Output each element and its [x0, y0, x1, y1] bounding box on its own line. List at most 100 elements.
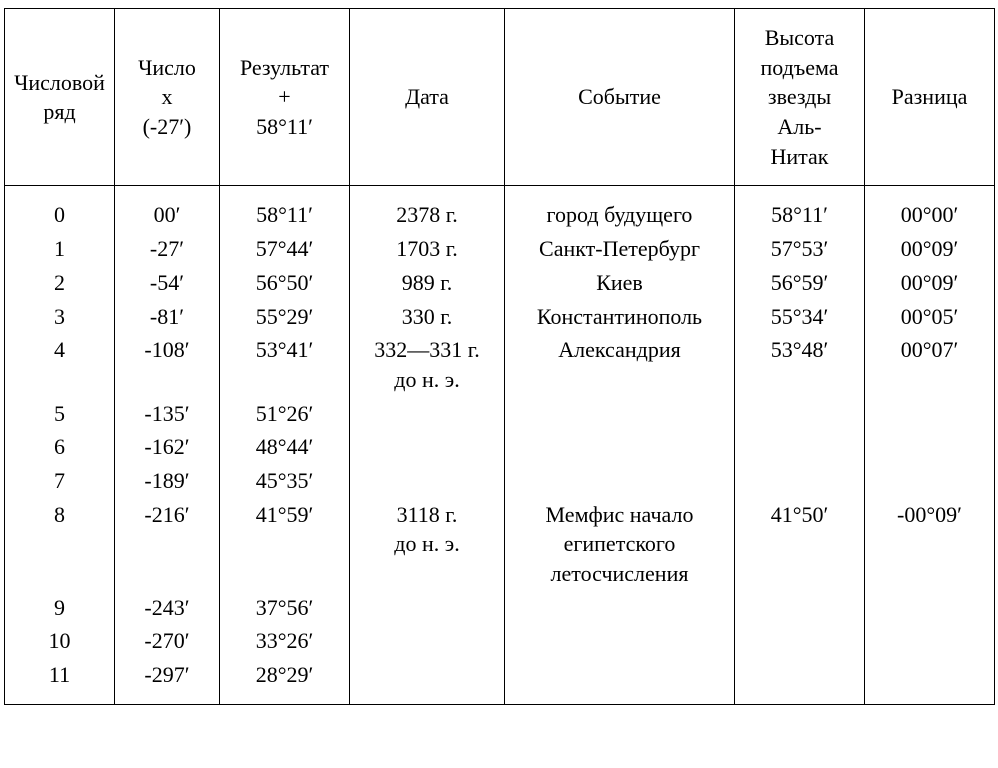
- cell-series: 3: [5, 300, 115, 334]
- table-row: 1-27′57°44′1703 г.Санкт-Петербург57°53′0…: [5, 232, 995, 266]
- cell-event: Александрия: [505, 333, 735, 396]
- cell-event: Мемфис началоегипетскоголетосчисления: [505, 498, 735, 591]
- cell-date: [350, 397, 505, 431]
- cell-diff: 00°05′: [865, 300, 995, 334]
- header-x: Числоx(-27′): [115, 9, 220, 186]
- table-row: 10-270′33°26′: [5, 624, 995, 658]
- cell-event: [505, 430, 735, 464]
- header-date: Дата: [350, 9, 505, 186]
- cell-series: 7: [5, 464, 115, 498]
- cell-result: 45°35′: [220, 464, 350, 498]
- cell-altitude: [735, 658, 865, 704]
- cell-result: 53°41′: [220, 333, 350, 396]
- cell-altitude: [735, 591, 865, 625]
- cell-result: 51°26′: [220, 397, 350, 431]
- cell-date: [350, 591, 505, 625]
- cell-date: 1703 г.: [350, 232, 505, 266]
- header-label: Числоx(-27′): [138, 55, 196, 139]
- cell-result: 58°11′: [220, 186, 350, 232]
- header-series: Числовойряд: [5, 9, 115, 186]
- cell-diff: -00°09′: [865, 498, 995, 591]
- cell-event: [505, 397, 735, 431]
- cell-result: 37°56′: [220, 591, 350, 625]
- cell-x: -162′: [115, 430, 220, 464]
- cell-event: [505, 658, 735, 704]
- header-altitude: ВысотаподъемазвездыАль-Нитак: [735, 9, 865, 186]
- cell-event: Санкт-Петербург: [505, 232, 735, 266]
- cell-x: -108′: [115, 333, 220, 396]
- header-diff: Разница: [865, 9, 995, 186]
- table-row: 3-81′55°29′330 г.Константинополь55°34′00…: [5, 300, 995, 334]
- table-row: 000′58°11′2378 г.город будущего58°11′00°…: [5, 186, 995, 232]
- table-row: 2-54′56°50′989 г.Киев56°59′00°09′: [5, 266, 995, 300]
- header-label: Результат+58°11′: [240, 55, 329, 139]
- cell-event: [505, 464, 735, 498]
- cell-series: 4: [5, 333, 115, 396]
- cell-event: [505, 591, 735, 625]
- cell-diff: 00°07′: [865, 333, 995, 396]
- cell-series: 11: [5, 658, 115, 704]
- cell-altitude: 41°50′: [735, 498, 865, 591]
- header-event: Событие: [505, 9, 735, 186]
- cell-series: 5: [5, 397, 115, 431]
- header-label: Числовойряд: [14, 70, 105, 125]
- header-result: Результат+58°11′: [220, 9, 350, 186]
- cell-date: 332—331 г.до н. э.: [350, 333, 505, 396]
- cell-result: 28°29′: [220, 658, 350, 704]
- cell-diff: [865, 464, 995, 498]
- table-row: 9-243′37°56′: [5, 591, 995, 625]
- header-label: Разница: [892, 84, 968, 109]
- cell-diff: [865, 591, 995, 625]
- cell-series: 9: [5, 591, 115, 625]
- table-body: 000′58°11′2378 г.город будущего58°11′00°…: [5, 186, 995, 704]
- table-row: 5-135′51°26′: [5, 397, 995, 431]
- cell-diff: [865, 397, 995, 431]
- table-row: 7-189′45°35′: [5, 464, 995, 498]
- table-row: 4-108′53°41′332—331 г.до н. э.Александри…: [5, 333, 995, 396]
- cell-x: -297′: [115, 658, 220, 704]
- cell-series: 10: [5, 624, 115, 658]
- cell-altitude: [735, 464, 865, 498]
- cell-date: 3118 г.до н. э.: [350, 498, 505, 591]
- cell-diff: [865, 624, 995, 658]
- table-row: 11-297′28°29′: [5, 658, 995, 704]
- cell-x: -54′: [115, 266, 220, 300]
- cell-series: 8: [5, 498, 115, 591]
- data-table: Числовойряд Числоx(-27′) Результат+58°11…: [4, 8, 995, 705]
- cell-altitude: 56°59′: [735, 266, 865, 300]
- cell-x: -216′: [115, 498, 220, 591]
- cell-altitude: 55°34′: [735, 300, 865, 334]
- cell-result: 55°29′: [220, 300, 350, 334]
- cell-date: [350, 658, 505, 704]
- cell-result: 33°26′: [220, 624, 350, 658]
- cell-event: Константинополь: [505, 300, 735, 334]
- cell-result: 41°59′: [220, 498, 350, 591]
- cell-x: -243′: [115, 591, 220, 625]
- cell-diff: 00°09′: [865, 266, 995, 300]
- cell-series: 1: [5, 232, 115, 266]
- cell-altitude: [735, 430, 865, 464]
- cell-date: [350, 624, 505, 658]
- header-row: Числовойряд Числоx(-27′) Результат+58°11…: [5, 9, 995, 186]
- cell-diff: 00°09′: [865, 232, 995, 266]
- cell-result: 57°44′: [220, 232, 350, 266]
- cell-date: [350, 430, 505, 464]
- header-label: Дата: [405, 84, 449, 109]
- header-label: ВысотаподъемазвездыАль-Нитак: [760, 25, 838, 169]
- cell-altitude: 58°11′: [735, 186, 865, 232]
- cell-event: Киев: [505, 266, 735, 300]
- cell-x: -270′: [115, 624, 220, 658]
- cell-date: 2378 г.: [350, 186, 505, 232]
- cell-series: 6: [5, 430, 115, 464]
- cell-altitude: 53°48′: [735, 333, 865, 396]
- cell-altitude: [735, 624, 865, 658]
- cell-diff: [865, 430, 995, 464]
- cell-diff: [865, 658, 995, 704]
- cell-event: город будущего: [505, 186, 735, 232]
- cell-event: [505, 624, 735, 658]
- cell-x: -135′: [115, 397, 220, 431]
- cell-series: 2: [5, 266, 115, 300]
- cell-altitude: [735, 397, 865, 431]
- cell-x: -189′: [115, 464, 220, 498]
- table-row: 8-216′41°59′3118 г.до н. э.Мемфис начало…: [5, 498, 995, 591]
